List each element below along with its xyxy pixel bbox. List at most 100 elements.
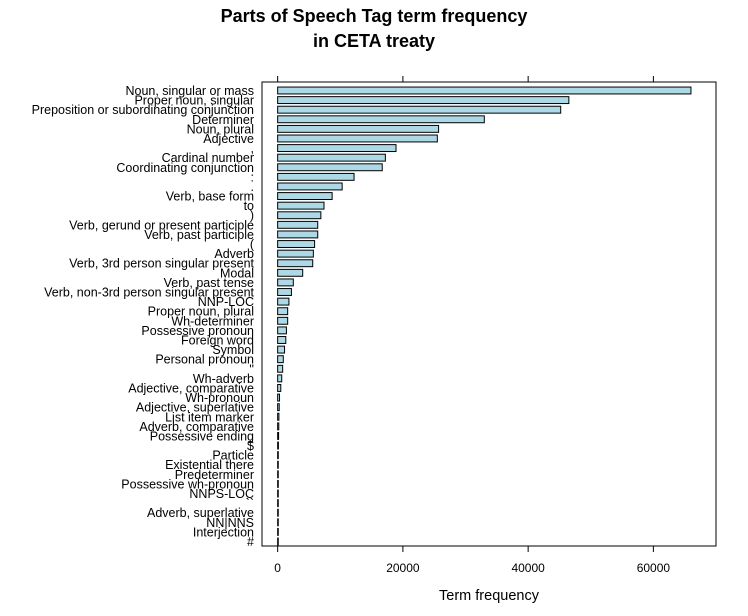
category-label: , <box>251 142 254 156</box>
category-label: Verb, base form <box>166 190 254 204</box>
category-label: Adverb, comparative <box>139 420 254 434</box>
bar <box>277 124 440 133</box>
category-label: Preposition or subordinating conjunction <box>32 103 254 117</box>
x-tick-label: 40000 <box>511 561 545 575</box>
bar <box>277 508 279 517</box>
category-label: to <box>244 199 254 213</box>
category-label: Noun, plural <box>187 122 254 136</box>
bar <box>277 422 280 431</box>
category-label: Verb, gerund or present participle <box>69 218 254 232</box>
bar <box>277 288 292 296</box>
category-label: Adverb <box>214 247 254 261</box>
category-label: Wh-determiner <box>171 314 254 328</box>
category-label: . <box>251 180 254 194</box>
bar <box>277 278 294 287</box>
bar <box>277 307 289 316</box>
bar <box>277 364 284 373</box>
bar <box>277 451 279 460</box>
category-label: Symbol <box>212 343 254 357</box>
bar <box>277 134 438 143</box>
x-tick-label: 20000 <box>386 561 420 575</box>
bar <box>277 268 304 277</box>
category-label: Proper noun, singular <box>134 94 254 108</box>
bar <box>277 211 322 220</box>
bar <box>277 240 316 248</box>
bar <box>277 115 485 124</box>
bar <box>277 144 397 153</box>
bar <box>277 403 280 412</box>
category-label: Adjective, superlative <box>136 401 254 415</box>
x-tick-label: 60000 <box>637 561 671 575</box>
category-label: Cardinal number <box>162 151 254 165</box>
bar <box>277 393 281 402</box>
bar <box>277 105 562 114</box>
category-label: Existential there <box>165 458 254 472</box>
category-label: Proper noun, plural <box>148 305 254 319</box>
category-label: NNPS-LOC <box>189 487 254 501</box>
bars-group <box>277 86 692 546</box>
bar <box>277 470 279 479</box>
bar <box>277 460 279 469</box>
bar <box>277 297 290 306</box>
bar <box>277 336 287 344</box>
bar <box>277 249 314 258</box>
category-label: Personal pronoun <box>155 353 254 367</box>
category-label: Adjective <box>203 132 254 146</box>
category-label: Interjection <box>193 525 254 539</box>
bar <box>277 431 280 440</box>
bar <box>277 182 343 191</box>
category-label: Adverb, superlative <box>147 506 254 520</box>
chart-title-line1: Parts of Speech Tag term frequency <box>220 6 528 26</box>
category-label: Possessive wh-pronoun <box>121 477 254 491</box>
bar <box>277 96 570 105</box>
bar <box>277 355 284 364</box>
bar <box>277 153 386 162</box>
bar <box>277 518 279 527</box>
bar <box>277 163 383 172</box>
category-label: # <box>247 535 254 549</box>
category-label: Predeterminer <box>175 468 254 482</box>
category-label: Particle <box>212 449 254 463</box>
category-label: Verb, past participle <box>144 228 254 242</box>
bar <box>277 489 279 498</box>
bar <box>277 479 279 488</box>
bar <box>277 316 289 325</box>
category-label: Noun, singular or mass <box>125 84 254 98</box>
bar <box>277 220 319 229</box>
category-label: Verb, non-3rd person singular present <box>44 286 254 300</box>
bar <box>277 192 333 201</box>
category-label: Verb, past tense <box>164 276 254 290</box>
bar <box>277 201 325 210</box>
bar <box>277 412 280 421</box>
category-label: Modal <box>220 266 254 280</box>
category-label: List item marker <box>165 410 254 424</box>
category-label: : <box>251 170 254 184</box>
category-label: Wh-pronoun <box>185 391 254 405</box>
bar <box>277 345 286 354</box>
bar <box>277 527 279 536</box>
category-label: Possessive ending <box>150 429 254 443</box>
category-label: Verb, 3rd person singular present <box>69 257 254 271</box>
bar <box>277 259 314 268</box>
category-label: Coordinating conjunction <box>116 161 254 175</box>
bar <box>277 374 283 383</box>
category-label: Possessive pronoun <box>141 324 254 338</box>
category-label: ( <box>250 238 255 252</box>
bar <box>277 86 692 95</box>
chart-title-line2: in CETA treaty <box>312 31 436 51</box>
plot-frame <box>261 81 717 547</box>
category-label: NN|NNS <box>206 516 254 530</box>
category-label: ) <box>250 209 254 223</box>
x-tick-label: 0 <box>274 561 281 575</box>
category-label: '' <box>249 362 254 376</box>
category-label: `` <box>246 497 254 511</box>
bar <box>277 172 355 181</box>
category-label: NNP-LOC <box>198 295 254 309</box>
bar <box>277 441 279 450</box>
category-label: Wh-adverb <box>193 372 254 386</box>
bar <box>277 499 279 508</box>
bar <box>277 326 287 335</box>
category-label: Determiner <box>192 113 254 127</box>
